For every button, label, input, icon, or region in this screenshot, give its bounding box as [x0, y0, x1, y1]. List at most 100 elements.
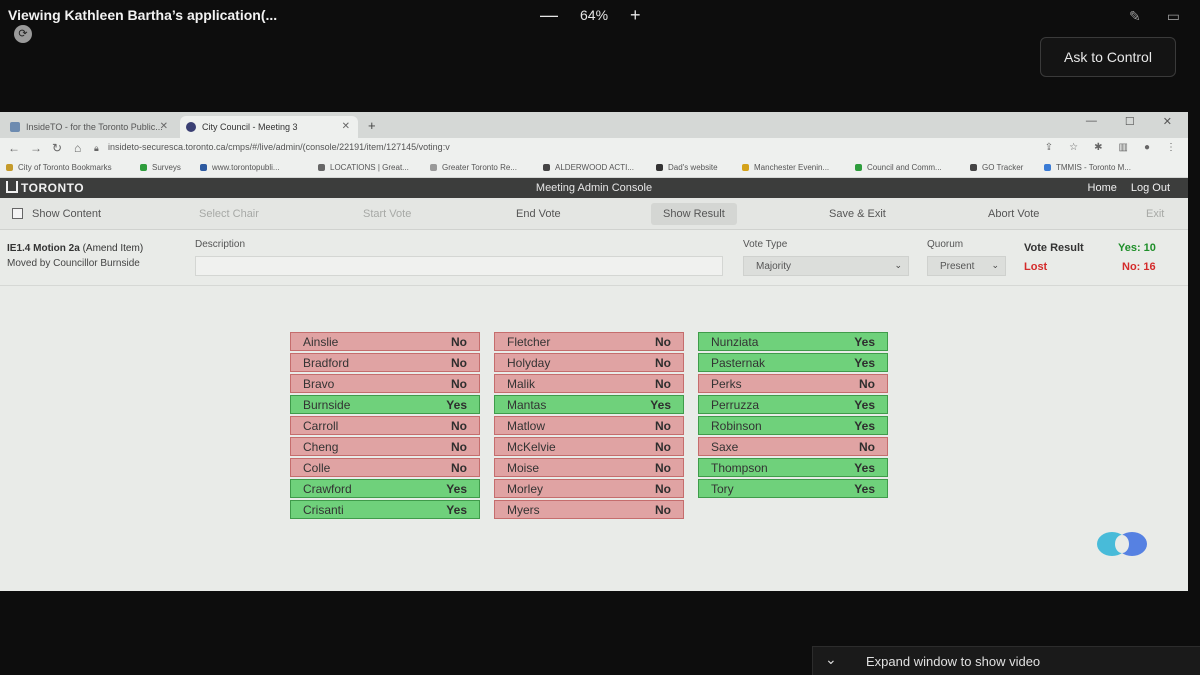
- share-status-icon[interactable]: ⟳: [14, 25, 32, 43]
- show-result-button[interactable]: Show Result: [651, 203, 737, 225]
- councillor-name: Cheng: [303, 440, 339, 454]
- zoom-in-button[interactable]: +: [630, 5, 641, 25]
- start-vote-button[interactable]: Start Vote: [363, 208, 412, 220]
- star-icon[interactable]: ☆: [1069, 142, 1079, 153]
- councillor-name: Crawford: [303, 482, 352, 496]
- bookmark-item[interactable]: TMMIS - Toronto M...: [1044, 163, 1131, 172]
- forward-icon[interactable]: →: [30, 141, 42, 155]
- menu-icon[interactable]: ⋮: [1166, 142, 1176, 153]
- home-icon[interactable]: ⌂: [74, 141, 82, 155]
- chevron-down-icon[interactable]: ⌄: [825, 651, 837, 667]
- vote-value: Yes: [446, 398, 467, 412]
- show-content-toggle[interactable]: Show Content: [12, 208, 101, 220]
- chevron-down-icon: ⌄: [991, 260, 999, 270]
- vote-cell: Colle No: [290, 458, 480, 477]
- bookmark-item[interactable]: GO Tracker: [970, 163, 1023, 172]
- vote-value: Yes: [854, 356, 875, 370]
- vote-result-label: Vote Result: [1024, 242, 1084, 254]
- ask-to-control-button[interactable]: Ask to Control: [1040, 37, 1176, 77]
- bookmarks-bar: City of Toronto Bookmarks Surveys www.to…: [0, 160, 1188, 178]
- description-field[interactable]: [195, 256, 723, 276]
- councillor-name: Mantas: [507, 398, 547, 412]
- logout-link[interactable]: Log Out: [1130, 182, 1170, 194]
- moved-by: Moved by Councillor Burnside: [7, 258, 140, 269]
- profile-icon[interactable]: ●: [1143, 142, 1150, 153]
- bookmark-item[interactable]: ALDERWOOD ACTI...: [543, 163, 634, 172]
- new-tab-button[interactable]: +: [368, 118, 376, 133]
- vote-value: Yes: [854, 398, 875, 412]
- councillor-name: McKelvie: [507, 440, 556, 454]
- quorum-label: Quorum: [927, 239, 964, 250]
- home-link[interactable]: Home: [1087, 182, 1117, 194]
- bookmark-item[interactable]: Council and Comm...: [855, 163, 942, 172]
- councillor-name: Saxe: [711, 440, 739, 454]
- vote-cell: Fletcher No: [494, 332, 684, 351]
- councillor-name: Robinson: [711, 419, 762, 433]
- vote-value: Yes: [650, 398, 671, 412]
- viewer-top-bar: Viewing Kathleen Bartha’s application(..…: [0, 0, 1200, 43]
- vote-column: Ainslie No Bradford No Bravo No Burnside Yes Car…: [290, 332, 480, 521]
- vote-cell: Perruzza Yes: [698, 395, 888, 414]
- sidebar-icon[interactable]: ▥: [1118, 142, 1128, 153]
- zoom-control: — 64% +: [540, 6, 641, 24]
- back-icon[interactable]: ←: [8, 141, 20, 155]
- header-links: Home Log Out: [1088, 182, 1170, 194]
- save-exit-button[interactable]: Save & Exit: [829, 208, 886, 220]
- motion-id: IE1.4 Motion 2a (Amend Item): [7, 243, 143, 254]
- minimize-icon[interactable]: —: [1085, 115, 1097, 127]
- vote-value: No: [655, 503, 671, 517]
- vote-type-select[interactable]: Majority ⌄: [743, 256, 909, 276]
- url-field[interactable]: insideto-securesca.toronto.ca/cmps/#/liv…: [108, 142, 450, 152]
- bookmark-item[interactable]: Surveys: [140, 163, 181, 172]
- exit-button[interactable]: Exit: [1146, 208, 1165, 220]
- maximize-icon[interactable]: ☐: [1124, 116, 1135, 128]
- vote-cell: Matlow No: [494, 416, 684, 435]
- city-hall-icon: [6, 181, 18, 193]
- browser-tab[interactable]: InsideTO - for the Toronto Public... ✕: [4, 116, 176, 138]
- vote-cell: Morley No: [494, 479, 684, 498]
- bookmark-item[interactable]: www.torontopubli...: [200, 163, 280, 172]
- bookmark-item[interactable]: LOCATIONS | Great...: [318, 163, 409, 172]
- zoom-out-button[interactable]: —: [540, 5, 558, 25]
- reload-icon[interactable]: ↻: [52, 141, 63, 155]
- councillor-name: Perruzza: [711, 398, 760, 412]
- popout-icon[interactable]: ▭: [1166, 8, 1180, 24]
- toronto-logo[interactable]: TORONTO: [6, 181, 84, 195]
- bookmark-item[interactable]: City of Toronto Bookmarks: [6, 163, 112, 172]
- councillor-name: Morley: [507, 482, 544, 496]
- vote-value: No: [451, 419, 467, 433]
- vote-cell: Carroll No: [290, 416, 480, 435]
- result-status: Lost: [1024, 261, 1048, 273]
- quorum-select[interactable]: Present ⌄: [927, 256, 1006, 276]
- address-actions: ⇪ ☆ ✱ ▥ ● ⋮: [1045, 142, 1176, 153]
- vote-cell: Tory Yes: [698, 479, 888, 498]
- vote-cell: McKelvie No: [494, 437, 684, 456]
- expand-video-bar[interactable]: ⌄ Expand window to show video: [812, 646, 1200, 675]
- bookmark-item[interactable]: Dad's website: [656, 163, 718, 172]
- abort-vote-button[interactable]: Abort Vote: [988, 208, 1040, 220]
- bookmark-item[interactable]: Manchester Evenin...: [742, 163, 829, 172]
- extensions-icon[interactable]: ✱: [1094, 142, 1103, 153]
- tab-favicon-icon: [186, 122, 196, 132]
- councillor-name: Colle: [303, 461, 331, 475]
- bookmark-item[interactable]: Greater Toronto Re...: [430, 163, 517, 172]
- end-vote-button[interactable]: End Vote: [516, 208, 561, 220]
- councillor-name: Perks: [711, 377, 742, 391]
- close-window-icon[interactable]: ✕: [1162, 116, 1172, 128]
- select-chair-button[interactable]: Select Chair: [199, 208, 259, 220]
- annotate-icon[interactable]: ✎: [1129, 8, 1141, 24]
- vote-value: Yes: [854, 461, 875, 475]
- motion-type: (Amend Item): [82, 243, 144, 254]
- vote-column: Nunziata Yes Pasternak Yes Perks No Perruzza Ye…: [698, 332, 888, 500]
- lock-icon: 🔒︎: [94, 143, 99, 153]
- show-content-checkbox[interactable]: [12, 208, 23, 219]
- close-tab-icon[interactable]: ✕: [341, 121, 350, 132]
- browser-tab-active[interactable]: City Council - Meeting 3 ✕: [180, 116, 358, 138]
- vote-value: No: [451, 356, 467, 370]
- share-icon[interactable]: ⇪: [1044, 142, 1054, 153]
- tab-label: InsideTO - for the Toronto Public...: [26, 122, 163, 132]
- vote-type-label: Vote Type: [743, 239, 788, 250]
- councillor-name: Pasternak: [711, 356, 766, 370]
- councillor-name: Moise: [507, 461, 540, 475]
- close-tab-icon[interactable]: ✕: [159, 121, 168, 132]
